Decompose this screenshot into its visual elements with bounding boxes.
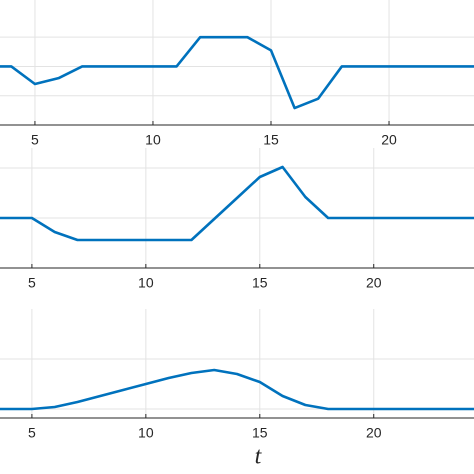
x-tick-label: 15 — [252, 425, 268, 441]
data-line — [0, 35, 474, 110]
x-tick-label: 15 — [263, 132, 279, 148]
x-axis-label: t — [255, 444, 263, 470]
x-tick-label: 5 — [28, 425, 36, 441]
x-tick-label: 20 — [366, 275, 382, 291]
x-tick-label: 10 — [145, 132, 161, 148]
x-tick-label: 15 — [252, 275, 268, 291]
x-tick-label: 5 — [31, 132, 39, 148]
data-line — [0, 165, 474, 242]
x-tick-label: 5 — [28, 275, 36, 291]
x-tick-label: 20 — [366, 425, 382, 441]
data-line — [0, 368, 474, 411]
x-tick-label: 20 — [381, 132, 397, 148]
x-tick-label: 10 — [138, 275, 154, 291]
x-tick-label: 10 — [138, 425, 154, 441]
